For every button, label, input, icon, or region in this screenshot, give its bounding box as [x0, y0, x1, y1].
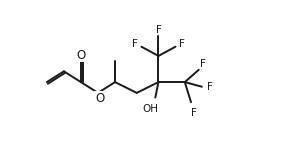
Text: F: F — [132, 39, 138, 49]
Text: OH: OH — [143, 104, 159, 114]
Text: F: F — [207, 82, 213, 92]
Text: O: O — [76, 49, 86, 62]
Text: F: F — [179, 39, 185, 49]
Text: F: F — [200, 59, 206, 69]
Text: F: F — [191, 108, 197, 118]
Text: F: F — [156, 25, 161, 35]
Text: O: O — [95, 92, 104, 105]
